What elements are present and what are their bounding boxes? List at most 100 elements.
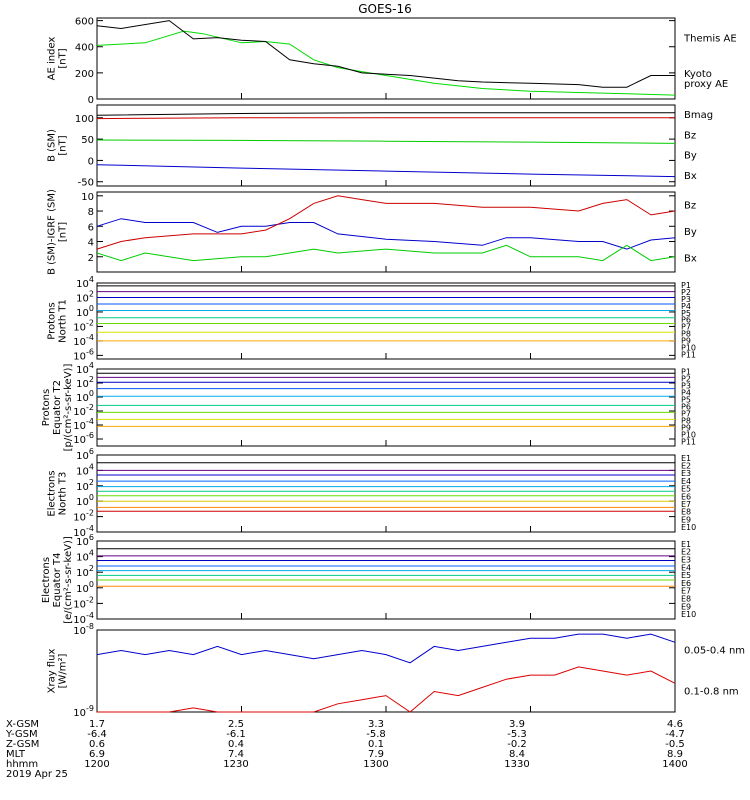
legend-entry: P11 <box>681 350 696 359</box>
footer-value: 1200 <box>84 759 109 770</box>
y-axis-label: North T3 <box>58 472 69 516</box>
panel-frame <box>96 368 676 447</box>
y-tick-label: 10-9 <box>73 704 94 719</box>
footer-value: 1400 <box>662 759 687 770</box>
panel-frame <box>96 17 676 100</box>
legend-entry: E3 <box>681 469 691 478</box>
y-tick-label: 104 <box>76 361 94 376</box>
y-tick-label: -50 <box>78 178 94 189</box>
legend-entry: Bx <box>684 254 697 265</box>
y-tick-label: 100 <box>76 580 94 595</box>
series-bmag <box>96 112 675 116</box>
y-axis-label: [e/(cm²-s-sr-keV)] <box>63 536 74 624</box>
panel-frame <box>96 104 676 187</box>
legend-entry: E10 <box>681 523 696 532</box>
y-axis-label: [nT] <box>58 222 69 242</box>
footer-value: 3.9 <box>509 719 525 730</box>
series-bx <box>96 218 676 250</box>
y-tick-exponent: 0 <box>89 304 94 313</box>
y-tick-exponent: -4 <box>86 417 94 426</box>
panel-1: 0 200 400 600 AE index [nT] Themis AE Kyotoprox… <box>47 17 737 106</box>
y-tick-label: 102 <box>76 478 94 493</box>
footer-value: -5.8 <box>366 729 386 740</box>
series-0-1-0-8-nm <box>97 666 676 713</box>
y-tick-label: 10-2 <box>73 318 94 333</box>
legend-entry: E6 <box>681 492 691 501</box>
y-tick-exponent: -4 <box>86 611 94 620</box>
y-tick-label: 10-4 <box>73 417 94 432</box>
legend-entry: E5 <box>681 485 691 494</box>
legend-entry: P7 <box>681 409 691 418</box>
y-tick-exponent: 4 <box>89 462 94 471</box>
panel-frame <box>96 454 676 533</box>
y-axis-label: [W/m²] <box>58 653 69 688</box>
y-tick-label: 4 <box>88 238 94 249</box>
legend-entry: By <box>684 227 697 238</box>
y-tick-label: 10-2 <box>73 509 94 524</box>
legend-entry: P5 <box>681 309 691 318</box>
footer-value: 2.5 <box>228 719 244 730</box>
y-tick-label: 104 <box>76 462 94 477</box>
y-tick-label: 100 <box>76 389 94 404</box>
footer-value: 1330 <box>504 759 529 770</box>
y-tick-label: 0 <box>88 156 94 167</box>
y-tick-label: 100 <box>76 493 94 508</box>
y-axis-label: [nT] <box>58 135 69 155</box>
legend-entry: P11 <box>681 437 696 446</box>
y-tick-label: 0 <box>88 95 94 106</box>
legend-entry: E6 <box>681 579 691 588</box>
footer-value: 8.4 <box>509 749 525 760</box>
legend-entry: E4 <box>681 563 691 572</box>
y-tick-exponent: 0 <box>89 580 94 589</box>
series-themis-ae <box>96 20 675 88</box>
legend-entry: E9 <box>681 515 691 524</box>
legend-entry: P3 <box>681 381 691 390</box>
footer-value: -4.7 <box>665 729 685 740</box>
y-axis-label: AE index <box>47 37 58 81</box>
y-tick-label: 10-2 <box>73 403 94 418</box>
footer-date: 2019 Apr 25 <box>6 769 68 780</box>
legend-entry: P6 <box>681 316 691 325</box>
y-tick-exponent: -2 <box>86 595 94 604</box>
y-axis-label: B (SM) <box>47 129 58 162</box>
legend-entry: Kyoto <box>684 69 712 80</box>
y-tick-exponent: 6 <box>89 533 94 542</box>
footer-value: -6.4 <box>87 729 107 740</box>
footer-value: 0.1 <box>368 739 384 750</box>
y-tick-exponent: -2 <box>86 403 94 412</box>
y-axis-label: Electrons <box>41 557 52 603</box>
legend-entry: E1 <box>681 454 691 463</box>
y-tick-label: 104 <box>76 549 94 564</box>
y-tick-label: 8 <box>88 207 94 218</box>
legend-entry: P6 <box>681 402 691 411</box>
legend-entry: E2 <box>681 461 691 470</box>
legend-entry: P10 <box>681 430 696 439</box>
y-tick-exponent: -2 <box>86 318 94 327</box>
legend-entry: P1 <box>681 281 691 290</box>
series-by <box>96 244 676 262</box>
legend-entry: Bmag <box>684 110 713 121</box>
legend-entry: P10 <box>681 343 696 352</box>
footer-row-label: Z-GSM <box>6 739 39 750</box>
y-tick-exponent: 2 <box>89 564 94 573</box>
y-axis-label: Protons <box>41 389 52 426</box>
legend-entry: E8 <box>681 594 691 603</box>
legend-entry: Bx <box>684 171 697 182</box>
y-tick-label: 102 <box>76 564 94 579</box>
legend-entry: P3 <box>681 295 691 304</box>
y-tick-label: 104 <box>76 275 94 290</box>
series-bx <box>96 164 676 178</box>
legend-entry: P2 <box>681 374 691 383</box>
y-tick-exponent: -4 <box>86 333 94 342</box>
legend-entry: P2 <box>681 288 691 297</box>
legend-entry: E5 <box>681 571 691 580</box>
y-tick-exponent: -6 <box>86 347 94 356</box>
legend-entry: P8 <box>681 330 691 339</box>
legend-entry: P4 <box>681 302 691 311</box>
